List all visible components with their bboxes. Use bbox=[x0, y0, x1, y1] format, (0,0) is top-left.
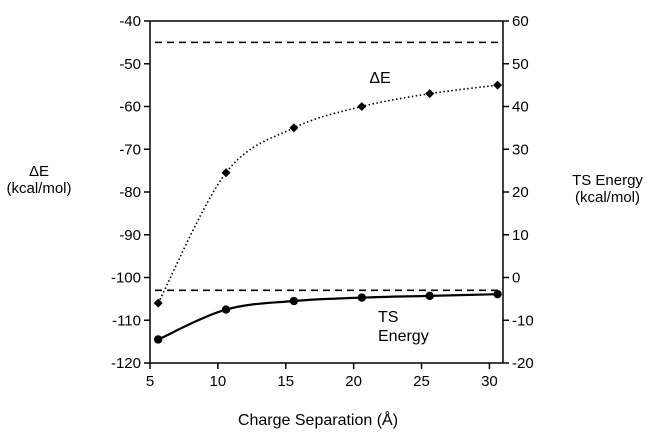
x-tick-label: 5 bbox=[146, 373, 154, 390]
y-left-label-line2: (kcal/mol) bbox=[6, 180, 72, 197]
tick-labels: -120-110-100-90-80-70-60-50-40-20-100102… bbox=[111, 13, 534, 390]
x-tick-label: 15 bbox=[277, 373, 294, 390]
ts-energy-series-label: TS bbox=[378, 309, 398, 326]
ts-energy-point bbox=[289, 296, 299, 306]
delta-e-point bbox=[221, 168, 231, 178]
delta-e-point bbox=[289, 123, 299, 133]
series-lines bbox=[157, 84, 498, 341]
x-tick-label: 10 bbox=[210, 373, 227, 390]
delta-e-point bbox=[153, 298, 163, 308]
series-labels: ΔE TS Energy bbox=[369, 70, 428, 345]
x-tick-label: 25 bbox=[413, 373, 430, 390]
y-left-tick-label: -80 bbox=[119, 184, 141, 201]
ts-energy-point bbox=[493, 289, 502, 299]
delta-e-point bbox=[357, 102, 367, 111]
axes bbox=[144, 20, 509, 369]
data-markers bbox=[153, 80, 503, 344]
ts-energy-point bbox=[425, 291, 434, 301]
y-left-tick-label: -90 bbox=[119, 227, 141, 244]
y-right-tick-label: 20 bbox=[512, 184, 529, 201]
delta-e-point bbox=[493, 80, 503, 90]
y-left-tick-label: -50 bbox=[119, 56, 141, 73]
y-right-label-line2: (kcal/mol) bbox=[574, 189, 640, 206]
delta-e-line bbox=[157, 84, 498, 304]
y-right-tick-label: -20 bbox=[512, 355, 534, 372]
y-left-label-line1: ΔE bbox=[28, 163, 50, 180]
delta-e-point bbox=[425, 89, 435, 99]
x-tick-label: 20 bbox=[345, 373, 362, 390]
y-right-label-line1: TS Energy bbox=[572, 172, 643, 189]
ts-energy-point bbox=[357, 293, 366, 302]
x-axis-label: Charge Separation (Å) bbox=[237, 412, 399, 429]
y-left-tick-label: -110 bbox=[112, 312, 141, 329]
y-right-tick-label: -10 bbox=[512, 312, 534, 329]
y-right-tick-label: 50 bbox=[512, 56, 529, 73]
y-right-tick-label: 40 bbox=[512, 99, 529, 116]
y-left-tick-label: -70 bbox=[119, 141, 141, 158]
y-right-tick-label: 10 bbox=[512, 227, 529, 244]
y-left-tick-label: -60 bbox=[119, 99, 141, 116]
reference-lines bbox=[155, 41, 498, 292]
x-tick-label: 30 bbox=[481, 373, 498, 390]
y-right-axis-label: TS Energy (kcal/mol) bbox=[560, 172, 655, 206]
ts-energy-point bbox=[221, 305, 231, 314]
y-right-tick-label: 60 bbox=[512, 13, 529, 30]
ts-energy-series-label: Energy bbox=[378, 328, 429, 345]
ts-energy-line bbox=[157, 293, 498, 341]
delta-e-series-label: ΔE bbox=[369, 70, 390, 87]
y-left-tick-label: -40 bbox=[119, 13, 141, 30]
y-left-axis-label: ΔE (kcal/mol) bbox=[0, 163, 78, 197]
ts-energy-point bbox=[153, 335, 163, 344]
y-right-tick-label: 0 bbox=[512, 270, 520, 287]
y-left-tick-label: -120 bbox=[111, 355, 141, 372]
y-left-tick-label: -100 bbox=[111, 270, 141, 287]
y-right-tick-label: 30 bbox=[512, 141, 529, 158]
